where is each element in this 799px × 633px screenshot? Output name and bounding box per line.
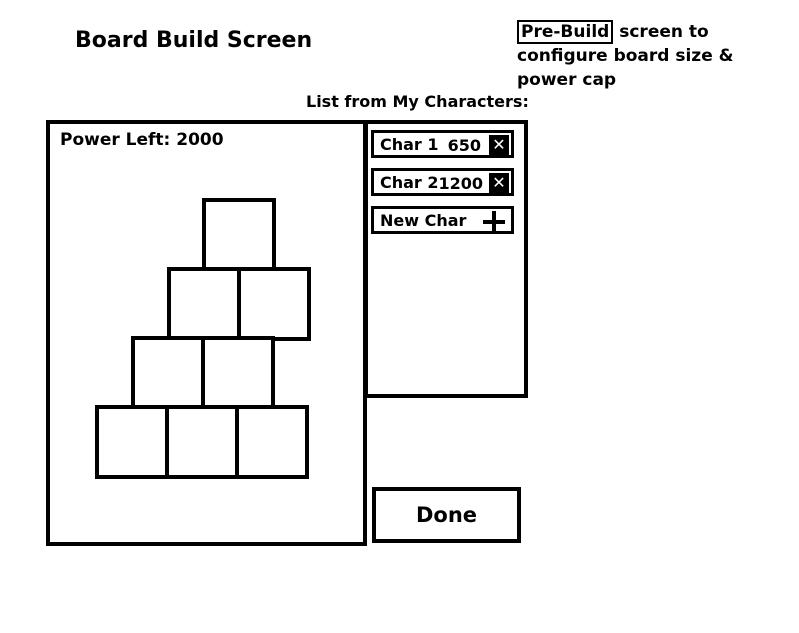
character-power: 1200 — [438, 174, 483, 193]
character-name: Char 1 — [380, 135, 439, 154]
board-cell[interactable] — [235, 405, 309, 479]
character-name: Char 2 — [380, 173, 439, 192]
character-list-panel: Char 1 650 ✕ Char 2 1200 ✕ New Char — [364, 120, 528, 398]
annotation-note: Pre-Build screen to configure board size… — [517, 20, 787, 92]
annotation-text: screen to configure board size & power c… — [517, 22, 734, 90]
done-button[interactable]: Done — [372, 487, 521, 543]
page-title: Board Build Screen — [75, 28, 313, 53]
annotation-highlight: Pre-Build — [517, 20, 614, 44]
new-character-row[interactable]: New Char — [371, 206, 514, 234]
character-list-caption: List from My Characters: — [306, 92, 529, 111]
character-power: 650 — [447, 136, 481, 155]
board-cell[interactable] — [165, 405, 239, 479]
character-row-char-2[interactable]: Char 2 1200 ✕ — [371, 168, 514, 196]
board-cell[interactable] — [202, 198, 276, 272]
board-cell[interactable] — [201, 336, 275, 410]
power-left-label: Power Left: 2000 — [60, 130, 224, 150]
close-icon[interactable]: ✕ — [489, 135, 509, 155]
board-cell[interactable] — [131, 336, 205, 410]
plus-icon[interactable] — [483, 211, 505, 233]
new-character-label: New Char — [380, 211, 467, 230]
board-panel: Power Left: 2000 — [46, 120, 367, 546]
board-cell[interactable] — [237, 267, 311, 341]
board-cell[interactable] — [95, 405, 169, 479]
close-icon[interactable]: ✕ — [489, 173, 509, 193]
character-row-char-1[interactable]: Char 1 650 ✕ — [371, 130, 514, 158]
board-cell[interactable] — [167, 267, 241, 341]
